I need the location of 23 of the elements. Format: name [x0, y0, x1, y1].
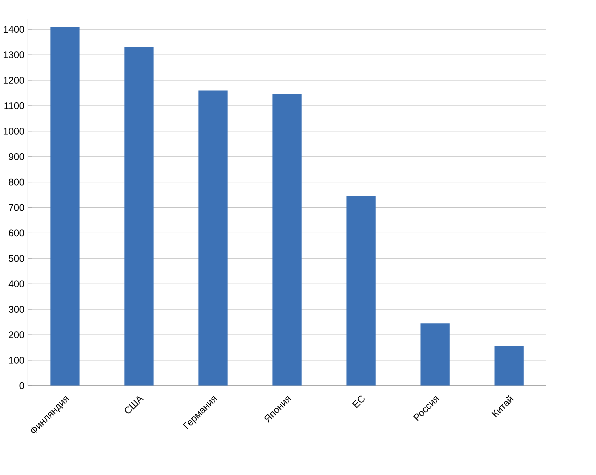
bar — [346, 196, 376, 386]
y-tick-label: 200 — [9, 331, 24, 338]
y-tick-label: 1100 — [4, 102, 24, 110]
bar — [420, 323, 450, 386]
y-tick-label: 700 — [9, 204, 24, 212]
x-tick-label: ЕС — [352, 396, 365, 408]
y-tick-label: 1300 — [4, 51, 24, 58]
bar — [50, 26, 80, 386]
y-tick-label: 600 — [9, 230, 24, 236]
bar — [494, 346, 524, 386]
y-tick-label: 500 — [9, 255, 24, 262]
y-tick-label: 1000 — [4, 128, 24, 135]
bar — [124, 47, 154, 386]
y-tick-label: 1200 — [4, 76, 24, 84]
y-tick-label: 1400 — [4, 26, 24, 33]
y-tick-label: 400 — [8, 280, 24, 288]
y-tick-label: 800 — [9, 178, 24, 186]
y-tick-label: 300 — [8, 306, 24, 313]
y-tick-label: 900 — [9, 153, 24, 160]
bar — [198, 90, 228, 386]
y-tick-label: 0 — [20, 382, 24, 390]
bar — [272, 94, 302, 386]
y-tick-label: 100 — [9, 356, 24, 364]
